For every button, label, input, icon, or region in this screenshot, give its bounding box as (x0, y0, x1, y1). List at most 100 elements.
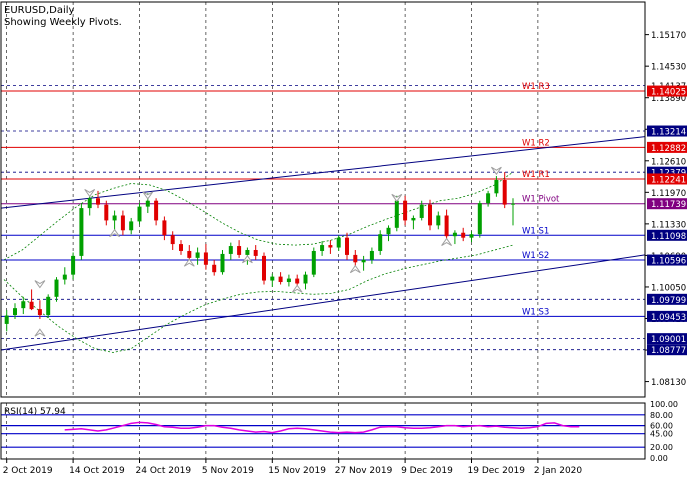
price-tag-box (647, 125, 687, 137)
rsi-line (64, 421, 580, 434)
price-tick-label: 1.12610 (651, 157, 686, 167)
price-tag-label: 1.11098 (651, 232, 686, 242)
candle-35 (295, 274, 300, 286)
candle-body (46, 296, 51, 316)
price-tag-11: 1.09001 (647, 333, 687, 345)
candle-11 (96, 190, 100, 209)
candle-body (13, 308, 17, 316)
candle-43 (361, 255, 366, 271)
fractal-down-1 (109, 228, 121, 238)
candle-36 (303, 271, 308, 290)
time-axis-label: 2 Oct 2019 (3, 466, 53, 476)
candle-8 (71, 252, 76, 280)
candle-body (203, 252, 208, 265)
price-tag-label: 1.12882 (651, 144, 686, 154)
candle-body (394, 200, 399, 228)
candle-body (469, 234, 474, 238)
candle-body (403, 200, 408, 221)
price-tag-box (647, 293, 687, 305)
candle-42 (353, 249, 358, 268)
candle-body (452, 232, 457, 237)
candle-body (245, 249, 250, 255)
trend-channel-line-0[interactable] (0, 136, 646, 209)
pivot-label: W1 Pivot (522, 195, 560, 205)
price-tick-label: 1.14530 (651, 63, 686, 73)
price-tag-1: 1.14025 (647, 85, 687, 98)
candle-61 (511, 198, 515, 226)
price-tag-label: 1.13214 (651, 128, 686, 138)
price-tag-box (647, 333, 687, 345)
candle-48 (403, 195, 408, 226)
candle-body (129, 221, 134, 231)
trend-channel-line-1[interactable] (0, 254, 646, 351)
candle-14 (120, 210, 125, 236)
candle-19 (162, 216, 167, 241)
price-tag-5: 1.12241 (647, 173, 687, 185)
time-axis-label: 27 Nov 2019 (335, 466, 393, 476)
candle-body (71, 255, 76, 275)
pivot-label: W1 R1 (522, 170, 550, 180)
candle-body (21, 301, 26, 309)
time-axis-label: 14 Oct 2019 (69, 466, 125, 476)
fractal-down-3 (241, 254, 253, 264)
candle-1 (13, 303, 17, 319)
candle-4 (37, 300, 42, 319)
candle-body (328, 245, 333, 248)
trend-channel[interactable] (0, 136, 646, 351)
candle-59 (494, 176, 499, 197)
candle-30 (253, 245, 258, 260)
candle-56 (469, 231, 474, 243)
candle-38 (320, 241, 325, 256)
rsi-tick-label: 0.00 (650, 454, 668, 463)
candle-3 (29, 289, 34, 311)
candle-body (212, 264, 217, 273)
candle-body (386, 227, 391, 235)
price-tag-label: 1.14025 (651, 88, 686, 98)
price-tag-label: 1.09453 (651, 313, 686, 323)
candle-13 (112, 210, 117, 232)
rsi-frame (0, 402, 646, 460)
candle-body (262, 255, 266, 281)
candle-body (253, 249, 258, 256)
candle-58 (486, 190, 491, 207)
price-tag-6: 1.11739 (647, 198, 687, 210)
candle-body (378, 234, 383, 251)
candle-body (112, 215, 117, 221)
candle-60 (502, 172, 507, 209)
price-tick-label: 1.10050 (651, 283, 686, 293)
time-axis-label: 5 Nov 2019 (202, 466, 254, 476)
pivot-levels: W1 R3 W1 R2 W1 R1 W1 Pivot W1 S1 W1 S2 W1 S3 (1, 82, 645, 351)
candle-body (369, 250, 374, 260)
fractal-up-3 (391, 193, 403, 203)
candle-22 (187, 245, 192, 261)
candle-40 (336, 235, 341, 251)
price-tag-label: 1.10596 (651, 257, 686, 267)
candle-31 (262, 252, 266, 285)
price-tag-7: 1.11098 (647, 229, 687, 242)
rsi-label: RSI(14) 57.94 (4, 407, 66, 417)
candle-body (4, 315, 9, 324)
price-tag-label: 1.12241 (651, 175, 686, 185)
candle-6 (54, 277, 59, 302)
candle-15 (129, 217, 134, 235)
chart-symbol-title: EURUSD,Daily (4, 5, 75, 16)
indicator-note: Showing Weekly Pivots. (4, 17, 122, 28)
candle-33 (278, 272, 283, 285)
price-tag-box (647, 166, 687, 178)
fractal-down-2 (183, 258, 195, 267)
price-tag-label: 1.11739 (651, 200, 686, 210)
candle-body (87, 198, 92, 209)
candle-51 (428, 199, 432, 231)
rsi-tick-label: 45.00 (650, 430, 673, 439)
candle-body (79, 208, 84, 256)
fractal-up-1 (84, 188, 96, 198)
candle-16 (137, 203, 142, 225)
candle-0 (4, 310, 9, 332)
time-axis-label: 15 Nov 2019 (268, 466, 326, 476)
fractal-down-0 (34, 328, 46, 337)
price-tick-label: 1.11970 (651, 189, 686, 199)
candle-45 (378, 230, 383, 255)
